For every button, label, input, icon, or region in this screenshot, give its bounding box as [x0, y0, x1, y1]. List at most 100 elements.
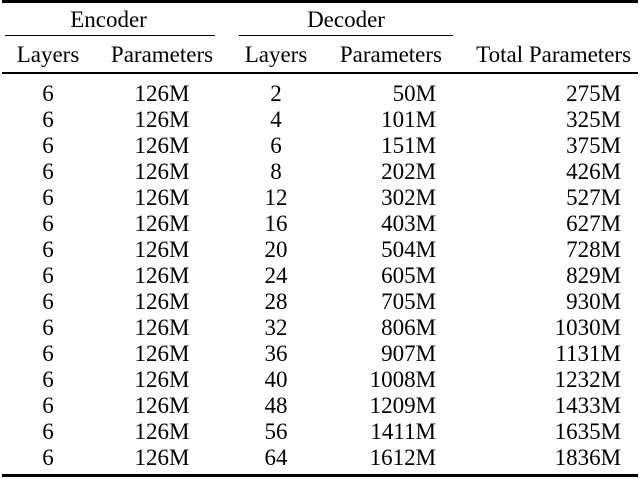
table-row: 6 126M 36 907M 1131M — [2, 341, 638, 367]
table-cell: 403M — [381, 211, 437, 236]
table-cell: 12 — [264, 185, 288, 210]
table-cell: 126M — [134, 211, 190, 236]
table-cell: 275M — [566, 81, 622, 106]
table-cell: 728M — [566, 237, 622, 262]
table-cell: 6 — [42, 315, 54, 340]
table-cell: 6 — [42, 133, 54, 158]
table-cell: 6 — [42, 367, 54, 392]
table-cell: 126M — [134, 263, 190, 288]
table-cell: 6 — [270, 133, 282, 158]
table-cell: 56 — [264, 419, 288, 444]
table-row: 6 126M 28 705M 930M — [2, 289, 638, 315]
table-cell: 930M — [566, 289, 622, 314]
table-cell: 6 — [42, 341, 54, 366]
table-cell: 28 — [264, 289, 288, 314]
table-cell: 1232M — [554, 367, 622, 392]
table-cell: 126M — [134, 419, 190, 444]
table-cell: 126M — [134, 393, 190, 418]
table-cell: 2 — [270, 81, 282, 106]
table-cell: 64 — [264, 445, 288, 470]
total-group-header-spacer — [453, 3, 638, 36]
table-cell: 126M — [134, 159, 190, 184]
table-cell: 126M — [134, 185, 190, 210]
table-cell: 16 — [264, 211, 288, 236]
table-row: 6 126M 8 202M 426M — [2, 159, 638, 185]
table-cell: 6 — [42, 159, 54, 184]
table-cell: 1008M — [369, 367, 437, 392]
table-cell: 504M — [381, 237, 437, 262]
table-row: 6 126M 4 101M 325M — [2, 107, 638, 133]
encoder-group-label: Encoder — [70, 6, 147, 32]
table-row: 6 126M 16 403M 627M — [2, 211, 638, 237]
table-cell: 375M — [566, 133, 622, 158]
table-cell: 806M — [381, 315, 437, 340]
table-cell: 126M — [134, 315, 190, 340]
table-cell: 907M — [381, 341, 437, 366]
table-cell: 6 — [42, 263, 54, 288]
table-cell: 6 — [42, 81, 54, 106]
col-header-decoder-parameters: Parameters — [322, 36, 454, 74]
table-cell: 126M — [134, 341, 190, 366]
table-cell: 6 — [42, 211, 54, 236]
table-cell: 1030M — [554, 315, 622, 340]
table-cell: 151M — [381, 133, 437, 158]
table-cell: 6 — [42, 289, 54, 314]
table-row: 6 126M 12 302M 527M — [2, 185, 638, 211]
table-cell: 6 — [42, 419, 54, 444]
table-cell: 126M — [134, 237, 190, 262]
col-header-total-parameters: Total Parameters — [453, 36, 639, 74]
table-cell: 627M — [566, 211, 622, 236]
table-row: 6 126M 6 151M 375M — [2, 133, 638, 159]
table-cell: 1433M — [554, 393, 622, 418]
table-cell: 325M — [566, 107, 622, 132]
table-cell: 1131M — [555, 341, 622, 366]
decoder-group-label: Decoder — [307, 6, 385, 32]
table-cell: 426M — [566, 159, 622, 184]
table-cell: 8 — [270, 159, 282, 184]
table-cell: 101M — [381, 107, 437, 132]
col-header-encoder-parameters: Parameters — [94, 36, 231, 74]
table-cell: 1209M — [369, 393, 437, 418]
table-cell: 1411M — [370, 419, 437, 444]
table-cell: 1836M — [554, 445, 622, 470]
table-cell: 527M — [566, 185, 622, 210]
table-cell: 6 — [42, 393, 54, 418]
table-cell: 6 — [42, 185, 54, 210]
table-cell: 302M — [381, 185, 437, 210]
table-cell: 6 — [42, 237, 54, 262]
table-cell: 829M — [566, 263, 622, 288]
table-row: 6 126M 20 504M 728M — [2, 237, 638, 263]
table-cell: 126M — [134, 133, 190, 158]
table-row: 6 126M 48 1209M 1433M — [2, 393, 638, 419]
table-body: 6 126M 2 50M 275M 6 126M 4 101M 325M 6 126M 6 151M 375… — [2, 74, 638, 474]
table-cell: 6 — [42, 107, 54, 132]
col-header-encoder-layers: Layers — [2, 36, 94, 74]
table-row: 6 126M 24 605M 829M — [2, 263, 638, 289]
column-header-row: Layers Parameters Layers Parameters Tota… — [2, 36, 639, 74]
table-cell: 24 — [264, 263, 288, 288]
table-cell: 20 — [264, 237, 288, 262]
table-cell: 126M — [134, 81, 190, 106]
table-cell: 605M — [381, 263, 437, 288]
decoder-group-header: Decoder — [230, 3, 454, 36]
table-cell: 126M — [134, 367, 190, 392]
table-cell: 50M — [392, 81, 437, 106]
table-cell: 202M — [381, 159, 437, 184]
encoder-group-header: Encoder — [2, 3, 230, 36]
table-cell: 48 — [264, 393, 288, 418]
table-row: 6 126M 2 50M 275M — [2, 74, 638, 107]
table-cell: 126M — [134, 445, 190, 470]
table-cell: 6 — [42, 445, 54, 470]
table-row: 6 126M 40 1008M 1232M — [2, 367, 638, 393]
table-row: 6 126M 32 806M 1030M — [2, 315, 638, 341]
table-row: 6 126M 56 1411M 1635M — [2, 419, 638, 445]
group-header-row: Encoder Decoder — [2, 3, 638, 36]
table-cell: 36 — [264, 341, 288, 366]
table-cell: 126M — [134, 289, 190, 314]
table-cell: 126M — [134, 107, 190, 132]
table-cell: 40 — [264, 367, 288, 392]
table-cell: 4 — [270, 107, 282, 132]
table-row: 6 126M 64 1612M 1836M — [2, 445, 638, 474]
table-cell: 32 — [264, 315, 288, 340]
